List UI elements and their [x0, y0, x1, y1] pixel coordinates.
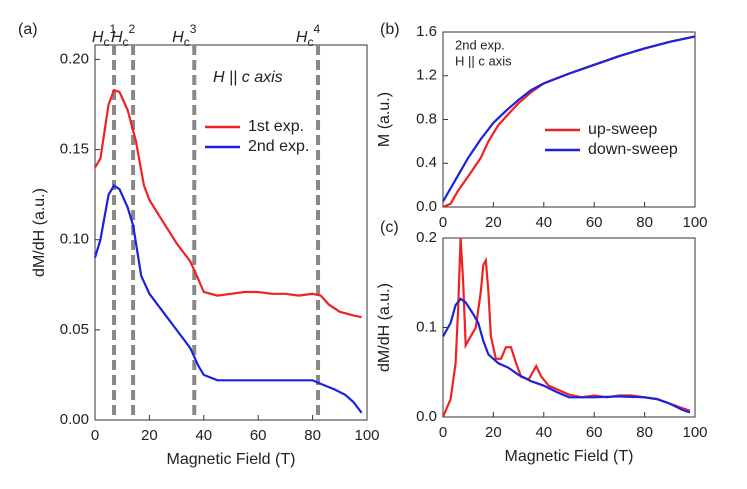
symbol: H [172, 29, 184, 46]
subscript: c [307, 35, 313, 49]
y-tick-label: 0.15 [60, 141, 89, 158]
x-tick-label: 60 [250, 427, 267, 444]
note: H || c axis [455, 53, 512, 68]
x-tick-label: 20 [485, 214, 502, 231]
x-tick-label: 0 [439, 424, 447, 441]
note: 2nd exp. [455, 37, 505, 52]
x-axis-label: Magnetic Field (T) [167, 451, 296, 468]
panel-label: (b) [380, 21, 400, 38]
y-axis-label: M (a.u.) [376, 92, 393, 147]
x-tick-label: 60 [586, 214, 603, 231]
legend-label: 2nd exp. [248, 138, 309, 155]
x-tick-label: 100 [682, 424, 707, 441]
panel-label: (c) [380, 219, 399, 236]
x-axis-label: Magnetic Field (T) [505, 448, 634, 465]
critical-field-label: Hc3 [172, 22, 197, 49]
note: H || c axis [213, 69, 283, 86]
plot-frame [94, 44, 368, 421]
y-tick-label: 0.0 [416, 408, 437, 425]
y-tick-label: 0.20 [60, 50, 89, 67]
data-curve [442, 297, 691, 414]
superscript: 4 [313, 22, 320, 36]
critical-field-label: Hc4 [296, 22, 321, 49]
superscript: 1 [109, 22, 116, 36]
plot-frame [442, 237, 696, 418]
legend-label: up-sweep [588, 121, 657, 138]
x-tick-label: 20 [485, 424, 502, 441]
x-tick-label: 40 [535, 424, 552, 441]
data-curve [94, 88, 362, 319]
y-tick-label: 0.0 [416, 198, 437, 215]
critical-field-label: Hc2 [111, 22, 136, 49]
x-tick-label: 100 [354, 427, 379, 444]
x-tick-label: 100 [682, 214, 707, 231]
y-tick-label: 0.1 [416, 318, 437, 335]
symbol: H [111, 29, 123, 46]
x-tick-label: 80 [636, 214, 653, 231]
y-tick-label: 1.6 [416, 23, 437, 40]
y-tick-label: 0.05 [60, 321, 89, 338]
subscript: c [123, 35, 129, 49]
x-tick-label: 80 [636, 424, 653, 441]
y-axis-label: dM/dH (a.u.) [376, 283, 393, 372]
y-tick-label: 0.4 [416, 154, 437, 171]
y-tick-label: 0.8 [416, 110, 437, 127]
legend-label: down-sweep [588, 141, 678, 158]
y-tick-label: 1.2 [416, 67, 437, 84]
data-curve [442, 35, 696, 203]
x-tick-label: 80 [304, 427, 321, 444]
y-tick-label: 0.2 [416, 229, 437, 246]
x-tick-label: 40 [535, 214, 552, 231]
y-tick-label: 0.10 [60, 231, 89, 248]
x-tick-label: 60 [586, 424, 603, 441]
panel-label: (a) [18, 21, 38, 38]
subscript: c [184, 35, 190, 49]
symbol: H [296, 29, 308, 46]
legend-label: 1st exp. [248, 118, 304, 135]
x-tick-label: 20 [141, 427, 158, 444]
critical-field-label: Hc1 [92, 22, 117, 49]
y-tick-label: 0.00 [60, 411, 89, 428]
data-curve [93, 184, 363, 414]
x-tick-label: 40 [195, 427, 212, 444]
superscript: 3 [190, 22, 197, 36]
x-tick-label: 0 [91, 427, 99, 444]
x-tick-label: 0 [439, 214, 447, 231]
symbol: H [92, 29, 104, 46]
superscript: 2 [129, 22, 136, 36]
y-axis-label: dM/dH (a.u.) [31, 188, 48, 277]
subscript: c [103, 35, 109, 49]
